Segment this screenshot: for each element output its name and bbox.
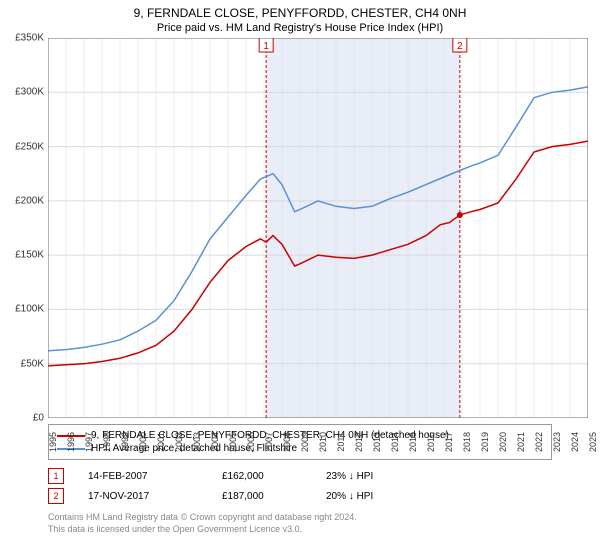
x-tick-label: 2007 (264, 432, 274, 452)
x-tick-label: 2018 (462, 432, 472, 452)
y-tick-label: £300K (2, 87, 44, 98)
x-tick-label: 2000 (138, 432, 148, 452)
x-tick-label: 2017 (444, 432, 454, 452)
x-tick-label: 2011 (336, 432, 346, 451)
footer-line2: This data is licensed under the Open Gov… (48, 524, 552, 536)
svg-text:2: 2 (457, 41, 463, 52)
x-tick-label: 2004 (210, 432, 220, 452)
x-tick-label: 2020 (498, 432, 508, 452)
x-tick-label: 1999 (120, 432, 130, 452)
x-tick-label: 2009 (300, 432, 310, 452)
x-tick-label: 2005 (228, 432, 238, 452)
sale-marker: 2 (48, 488, 64, 504)
footer-line1: Contains HM Land Registry data © Crown c… (48, 512, 552, 524)
y-tick-label: £200K (2, 195, 44, 206)
x-tick-label: 2014 (390, 432, 400, 452)
x-axis-labels: 1995199619971998199920002001200220032004… (48, 420, 588, 446)
y-axis-labels: £0£50K£100K£150K£200K£250K£300K£350K (2, 38, 44, 418)
x-tick-label: 2025 (588, 432, 598, 452)
chart-subtitle: Price paid vs. HM Land Registry's House … (0, 20, 600, 38)
x-tick-label: 2016 (426, 432, 436, 452)
y-tick-label: £250K (2, 141, 44, 152)
chart-title: 9, FERNDALE CLOSE, PENYFFORDD, CHESTER, … (0, 0, 600, 20)
x-tick-label: 2002 (174, 432, 184, 452)
sale-delta: 20% ↓ HPI (326, 491, 416, 502)
x-tick-label: 2008 (282, 432, 292, 452)
x-tick-label: 2022 (534, 432, 544, 452)
sale-price: £162,000 (222, 471, 302, 482)
y-tick-label: £100K (2, 304, 44, 315)
y-tick-label: £350K (2, 33, 44, 44)
sale-date: 14-FEB-2007 (88, 471, 198, 482)
x-tick-label: 2003 (192, 432, 202, 452)
sale-delta: 23% ↓ HPI (326, 471, 416, 482)
line-chart: 12 (48, 38, 588, 418)
sale-marker: 1 (48, 468, 64, 484)
sale-price: £187,000 (222, 491, 302, 502)
footer-attribution: Contains HM Land Registry data © Crown c… (48, 512, 552, 535)
x-tick-label: 1995 (48, 432, 58, 452)
x-tick-label: 2006 (246, 432, 256, 452)
x-tick-label: 1997 (84, 432, 94, 452)
sale-row: 1 14-FEB-2007 £162,000 23% ↓ HPI (48, 466, 552, 486)
x-tick-label: 2024 (570, 432, 580, 452)
y-tick-label: £0 (2, 413, 44, 424)
x-tick-label: 2001 (156, 432, 166, 452)
x-tick-label: 2023 (552, 432, 562, 452)
sale-row: 2 17-NOV-2017 £187,000 20% ↓ HPI (48, 486, 552, 506)
sale-date: 17-NOV-2017 (88, 491, 198, 502)
x-tick-label: 2021 (516, 432, 526, 452)
y-tick-label: £50K (2, 358, 44, 369)
x-tick-label: 1996 (66, 432, 76, 452)
x-tick-label: 1998 (102, 432, 112, 452)
x-tick-label: 2010 (318, 432, 328, 452)
sales-table: 1 14-FEB-2007 £162,000 23% ↓ HPI 2 17-NOV-201… (48, 466, 552, 506)
y-tick-label: £150K (2, 250, 44, 261)
svg-text:1: 1 (263, 41, 269, 52)
x-tick-label: 2015 (408, 432, 418, 452)
x-tick-label: 2012 (354, 432, 364, 452)
x-tick-label: 2019 (480, 432, 490, 452)
x-tick-label: 2013 (372, 432, 382, 452)
chart-plot-area: £0£50K£100K£150K£200K£250K£300K£350K 12 … (48, 38, 588, 418)
